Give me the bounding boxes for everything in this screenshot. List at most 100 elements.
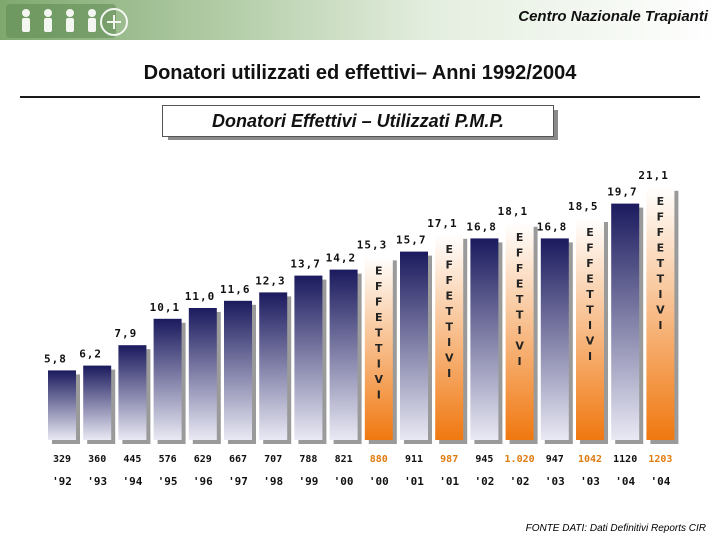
effettivi-letter: V	[445, 351, 454, 364]
bar-utilizzati	[48, 370, 76, 440]
year-tick-label: '99	[298, 475, 318, 488]
effettivi-letter: V	[515, 339, 524, 352]
year-tick-label: '95	[158, 475, 178, 488]
year-tick-label: '00	[334, 475, 354, 488]
donor-count-label: 667	[229, 454, 247, 465]
effettivi-letter: V	[656, 303, 665, 316]
effettivi-letter: V	[375, 373, 384, 386]
bar-effettivi	[364, 256, 393, 440]
effettivi-letter: I	[588, 319, 592, 332]
bar-value-label: 17,1	[427, 217, 458, 230]
bar-effettivi	[576, 218, 604, 440]
effettivi-letter: E	[375, 264, 383, 277]
bar-utilizzati	[329, 269, 358, 440]
donor-count-label: 329	[53, 454, 71, 465]
bar-value-label: 5,8	[44, 352, 67, 365]
year-tick-label: '04	[615, 475, 635, 488]
year-tick-label: '94	[122, 475, 142, 488]
bar-value-label: 12,3	[255, 274, 286, 287]
effettivi-letter: T	[375, 326, 383, 339]
effettivi-letter: E	[445, 243, 453, 256]
effettivi-letter: E	[445, 289, 453, 302]
year-tick-label: '03	[545, 475, 565, 488]
effettivi-letter: F	[375, 295, 383, 308]
bar-value-label: 15,7	[396, 234, 427, 247]
effettivi-letter: T	[375, 342, 383, 355]
bar-value-label: 15,3	[357, 238, 388, 251]
year-tick-label: '93	[87, 475, 107, 488]
effettivi-letter: E	[516, 231, 524, 244]
effettivi-letter: F	[586, 242, 594, 255]
effettivi-letter: F	[445, 274, 453, 287]
effettivi-letter: I	[377, 357, 381, 370]
bar-utilizzati	[259, 292, 288, 440]
bar-value-label: 13,7	[290, 258, 321, 271]
effettivi-letter: I	[658, 319, 662, 332]
bar-effettivi	[505, 222, 534, 440]
effettivi-letter: F	[445, 258, 453, 271]
effettivi-letter: T	[586, 304, 594, 317]
donor-count-label: 987	[440, 454, 458, 465]
donor-count-label: 629	[194, 454, 212, 465]
effettivi-letter: I	[518, 355, 522, 368]
bar-value-label: 16,8	[466, 220, 497, 233]
effettivi-letter: E	[375, 311, 383, 324]
effettivi-letter: T	[516, 308, 524, 321]
effettivi-letter: I	[658, 288, 662, 301]
bar-value-label: 14,2	[326, 252, 357, 265]
effettivi-letter: I	[588, 350, 592, 363]
effettivi-letter: V	[586, 335, 595, 348]
effettivi-letter: F	[516, 246, 524, 259]
effettivi-letter: E	[586, 226, 594, 239]
title-divider	[20, 96, 700, 98]
effettivi-letter: I	[447, 367, 451, 380]
effettivi-letter: T	[445, 305, 453, 318]
bar-utilizzati	[540, 238, 569, 440]
effettivi-letter: T	[657, 257, 665, 270]
effettivi-letter: F	[657, 226, 665, 239]
donor-count-label: 945	[475, 454, 493, 465]
year-tick-label: '96	[193, 475, 213, 488]
people-logo-icon	[6, 4, 128, 38]
year-tick-label: '02	[474, 475, 494, 488]
page-title: Donatori utilizzati ed effettivi– Anni 1…	[143, 62, 577, 84]
effettivi-letter: I	[447, 336, 451, 349]
year-tick-label: '00	[369, 475, 389, 488]
bar-utilizzati	[294, 275, 323, 440]
bar-value-label: 11,0	[185, 290, 216, 303]
bar-effettivi	[435, 234, 464, 440]
year-tick-label: '98	[263, 475, 283, 488]
effettivi-letter: F	[516, 262, 524, 275]
bar-utilizzati	[224, 300, 252, 440]
effettivi-letter: E	[657, 241, 665, 254]
year-tick-label: '97	[228, 475, 248, 488]
bar-value-label: 10,1	[150, 301, 181, 314]
bars-layer	[48, 186, 679, 444]
bar-value-label: 21,1	[638, 169, 669, 182]
effettivi-letter: E	[516, 277, 524, 290]
donor-count-label: 911	[405, 454, 423, 465]
bar-value-label: 6,2	[79, 348, 102, 361]
bar-value-label: 18,5	[568, 200, 599, 213]
effettivi-letter: F	[586, 257, 594, 270]
bar-utilizzati	[83, 365, 112, 440]
bar-utilizzati	[470, 238, 499, 440]
effettivi-letter: F	[375, 280, 383, 293]
bar-utilizzati	[400, 251, 428, 440]
year-tick-label: '04	[650, 475, 670, 488]
year-tick-label: '01	[404, 475, 424, 488]
donor-count-label: 821	[335, 454, 353, 465]
donor-count-label: 1042	[578, 454, 602, 465]
bar-utilizzati	[611, 203, 640, 440]
bar-value-label: 7,9	[114, 327, 137, 340]
effettivi-letter: E	[657, 195, 665, 208]
bar-effettivi	[646, 186, 675, 440]
year-tick-label: '02	[510, 475, 530, 488]
bar-value-label: 19,7	[607, 186, 638, 199]
effettivi-letter: I	[518, 324, 522, 337]
effettivi-letter: F	[657, 210, 665, 223]
brand-name: Centro Nazionale Trapianti	[518, 8, 708, 25]
effettivi-letter: T	[516, 293, 524, 306]
donor-count-label: 1203	[648, 454, 672, 465]
